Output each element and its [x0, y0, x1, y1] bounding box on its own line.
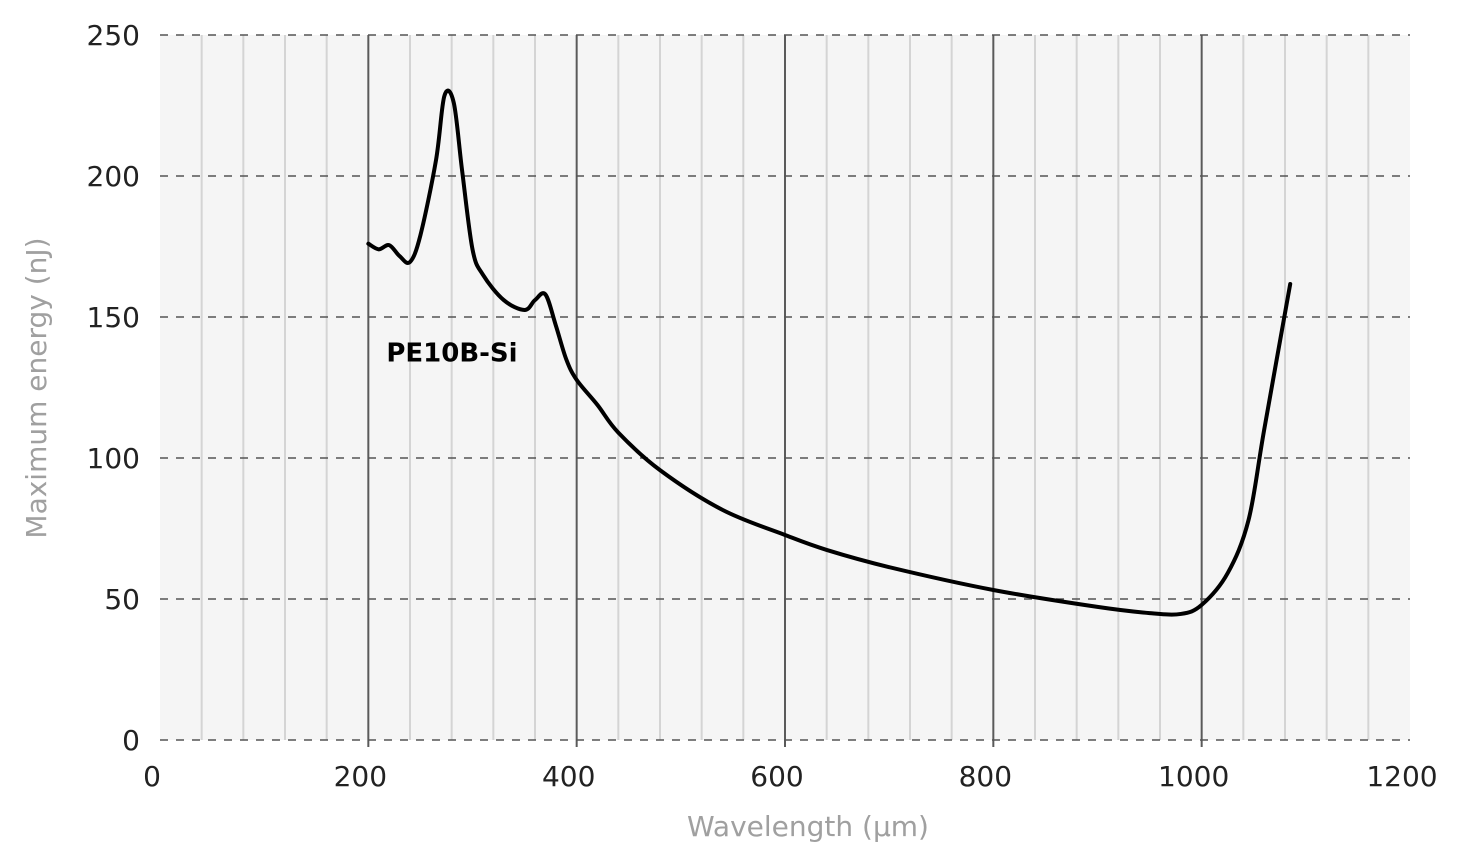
x-tick-label: 800	[959, 760, 1012, 793]
x-tick-label: 600	[750, 760, 803, 793]
y-tick-label: 0	[122, 724, 140, 757]
x-axis-label: Wavelength (µm)	[687, 810, 929, 843]
y-tick-label: 50	[104, 583, 140, 616]
x-tick-label: 0	[143, 760, 161, 793]
tick-labels: 0 200 400 600 800 1000 1200 0 50 100 150 200 250	[87, 19, 1438, 793]
grid	[160, 34, 1410, 747]
y-axis-label: Maximum energy (nJ)	[20, 237, 53, 538]
y-tick-label: 200	[87, 160, 140, 193]
x-tick-label: 1000	[1158, 760, 1229, 793]
y-tick-label: 100	[87, 442, 140, 475]
x-tick-label: 200	[334, 760, 387, 793]
y-tick-label: 250	[87, 19, 140, 52]
y-tick-label: 150	[87, 301, 140, 334]
x-tick-label: 1200	[1366, 760, 1437, 793]
x-tick-label: 400	[542, 760, 595, 793]
series-line-pe10b-si	[366, 88, 1293, 617]
series-annotation: PE10B-Si	[386, 339, 517, 369]
